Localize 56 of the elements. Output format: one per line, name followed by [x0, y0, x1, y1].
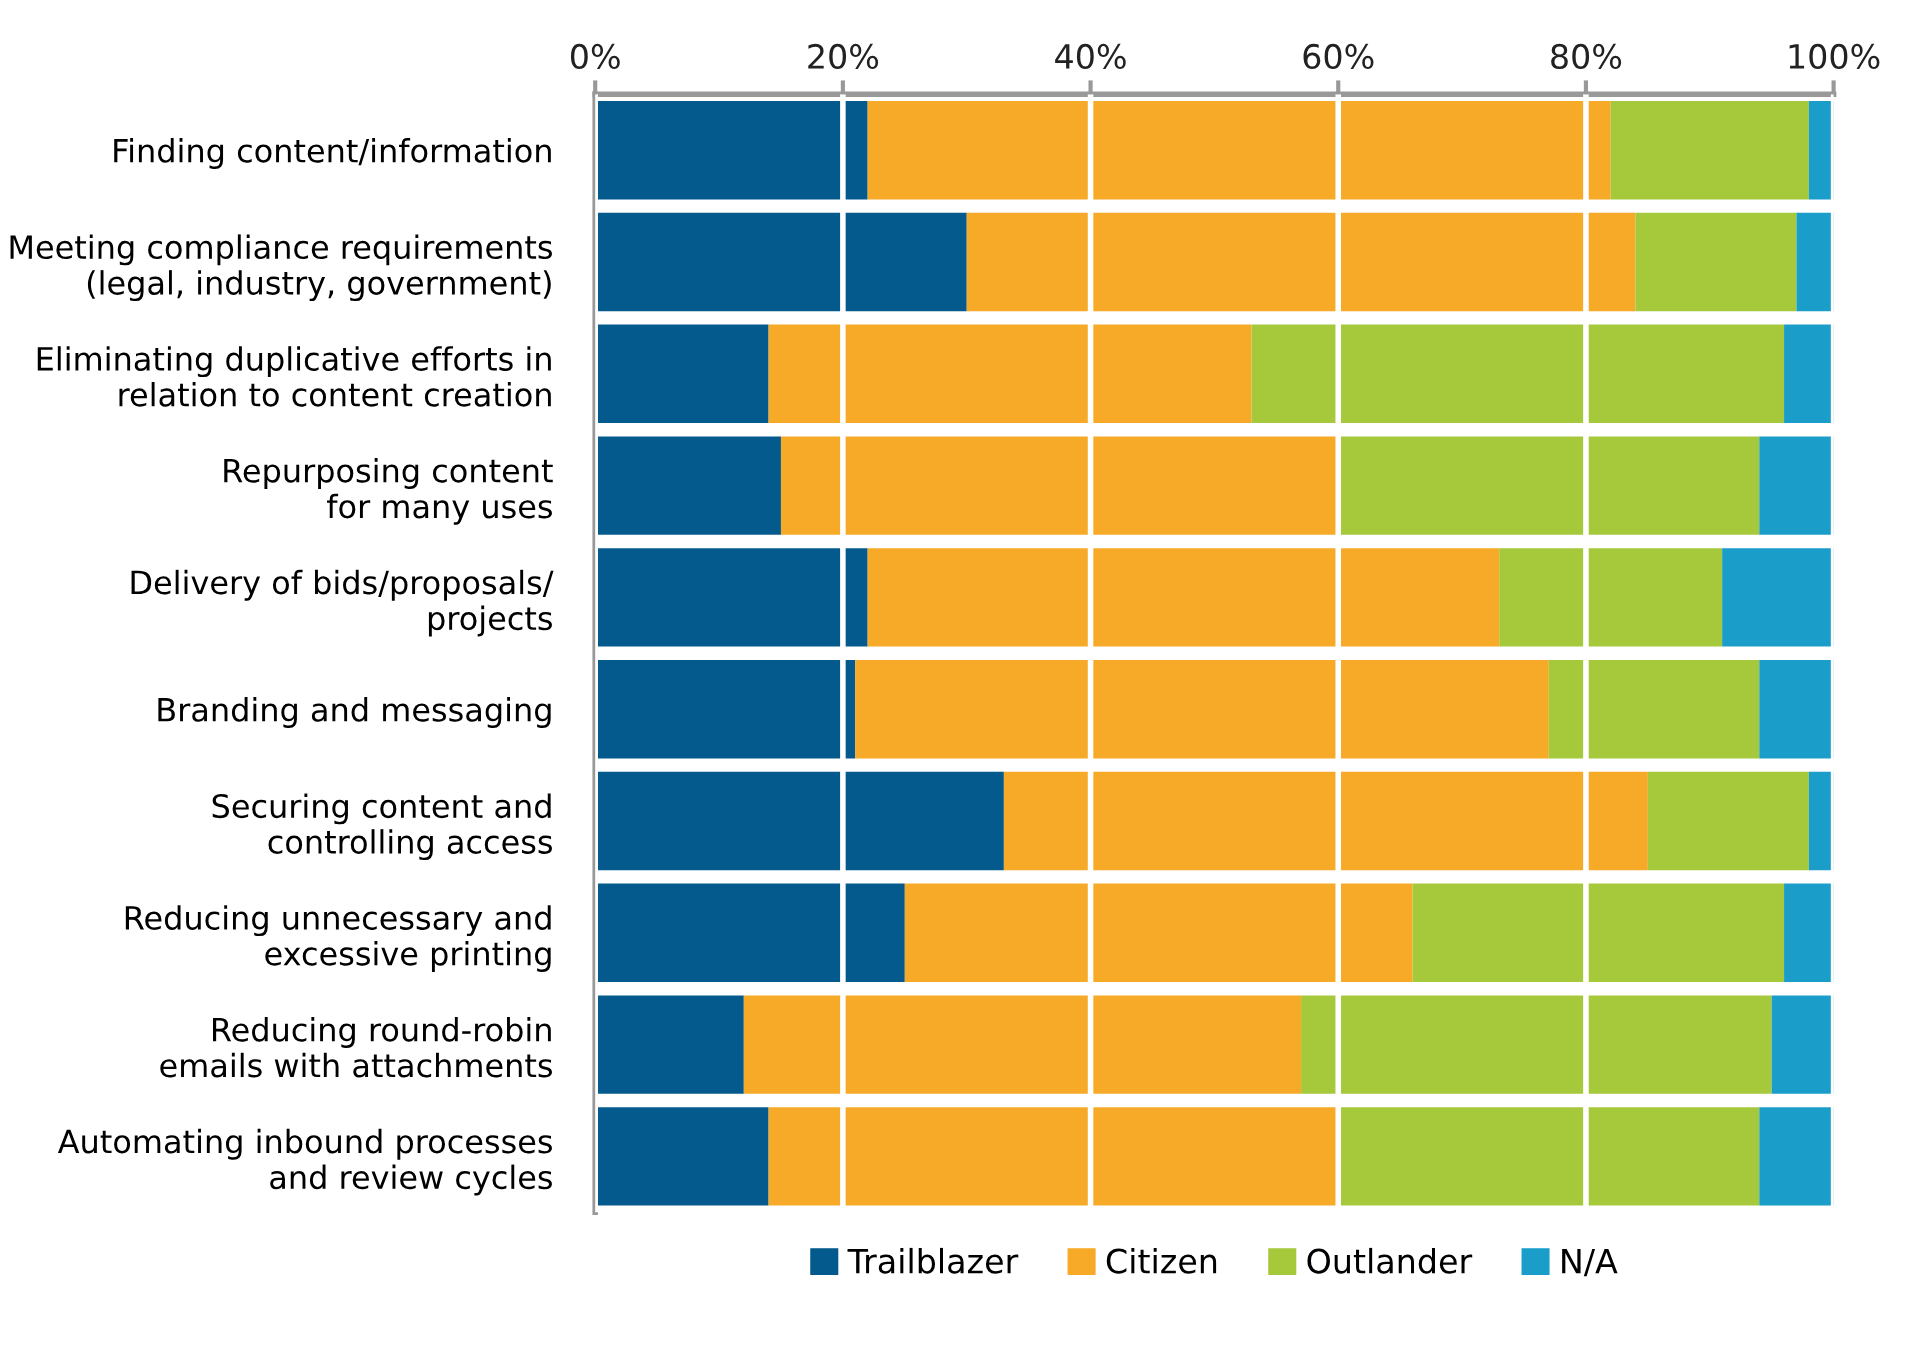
bar [1647, 771, 1809, 871]
x-tick-label: 80% [1551, 43, 1622, 70]
bar [1635, 212, 1797, 312]
bar [595, 771, 1004, 871]
y-tick-label: Eliminating duplicative efforts in relation to content creation [37, 346, 551, 407]
bar [1796, 212, 1834, 312]
y-tick-label: Delivery of bids/proposals/ projects [131, 569, 554, 637]
bar [1784, 883, 1834, 982]
bar [867, 101, 1611, 200]
bar [595, 101, 868, 200]
x-tick-label: 40% [1055, 43, 1126, 70]
bar [1251, 324, 1785, 423]
bar [1412, 883, 1785, 982]
bar [1610, 101, 1809, 200]
x-tick-label: 0% [570, 43, 620, 70]
bar [1759, 660, 1834, 759]
x-tick-label: 20% [808, 43, 879, 70]
bar [1301, 995, 1772, 1094]
bar [904, 883, 1413, 982]
bar [867, 548, 1500, 647]
bar [595, 883, 905, 982]
legend-label: N/A [1562, 1248, 1618, 1277]
legend-label: Outlander [1307, 1247, 1473, 1274]
bar [595, 995, 744, 1094]
bar [1771, 995, 1834, 1094]
bar [1003, 771, 1648, 871]
bar [743, 995, 1302, 1094]
x-tick-label: 60% [1303, 43, 1374, 70]
bar [966, 212, 1636, 312]
bar [1722, 548, 1834, 647]
bar [595, 324, 769, 423]
bar [1759, 1107, 1834, 1206]
bar [595, 436, 781, 535]
bar [768, 324, 1252, 423]
y-tick-label: Repurposing content for many uses [224, 458, 553, 525]
y-tick-label: Reducing round-robin emails with attachments [160, 1017, 552, 1078]
bar [1759, 436, 1834, 535]
bar [1548, 660, 1760, 759]
bar [1499, 548, 1723, 647]
bar [595, 212, 967, 312]
y-tick-label: Meeting compliance requirements (legal, industry, government) [10, 234, 552, 302]
bar [1338, 1107, 1760, 1206]
bar [1338, 436, 1760, 535]
y-tick-label: Finding content/information [114, 138, 551, 169]
y-tick-label: Securing content and controlling access [212, 793, 552, 861]
bar [595, 1107, 769, 1206]
bar [595, 660, 856, 759]
legend-label: Trailblazer [847, 1247, 1019, 1274]
y-tick-label: Automating inbound processes and review cycles [57, 1128, 552, 1196]
y-tick-label: Branding and messaging [158, 697, 551, 728]
y-tick-label: Reducing unnecessary and excessive printing [125, 905, 551, 972]
bar [595, 548, 868, 647]
bar [1784, 324, 1834, 423]
bar [855, 660, 1549, 759]
legend-label: Citizen [1106, 1247, 1217, 1274]
x-tick-label: 100% [1789, 43, 1880, 70]
